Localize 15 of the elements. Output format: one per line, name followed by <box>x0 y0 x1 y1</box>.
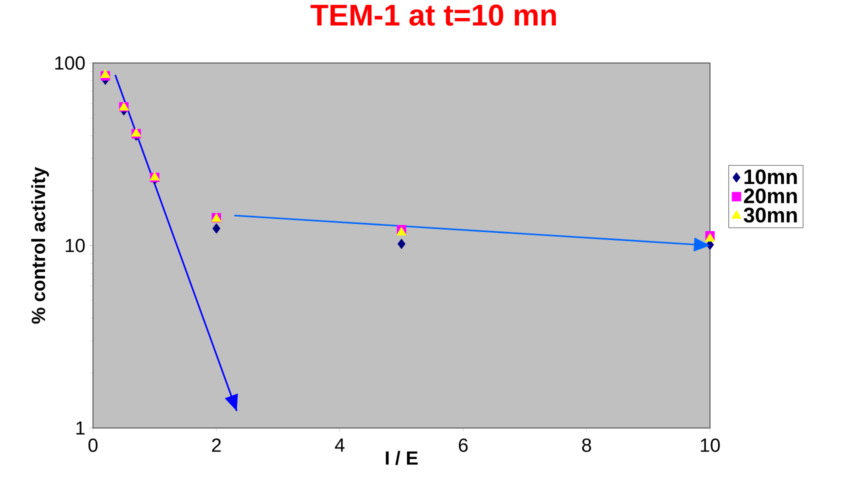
x-tick-label: 10 <box>700 438 720 452</box>
x-tick-label: 4 <box>334 438 345 452</box>
chart-title: TEM-1 at t=10 mn <box>310 4 556 26</box>
y-axis-title: % control activity <box>31 166 49 324</box>
x-tick-label: 6 <box>458 438 468 452</box>
legend-label: 20mn <box>744 188 797 204</box>
x-tick-label: 8 <box>582 438 592 452</box>
y-tick-label: 10 <box>66 238 85 252</box>
legend-label: 10mn <box>744 169 797 184</box>
x-axis-title: I / E <box>386 450 418 465</box>
x-tick-label: 2 <box>212 438 221 452</box>
y-tick-label: 100 <box>55 56 85 70</box>
y-tick-label: 1 <box>76 421 85 435</box>
x-tick-label: 0 <box>88 438 98 452</box>
legend-label: 30mn <box>744 208 797 223</box>
